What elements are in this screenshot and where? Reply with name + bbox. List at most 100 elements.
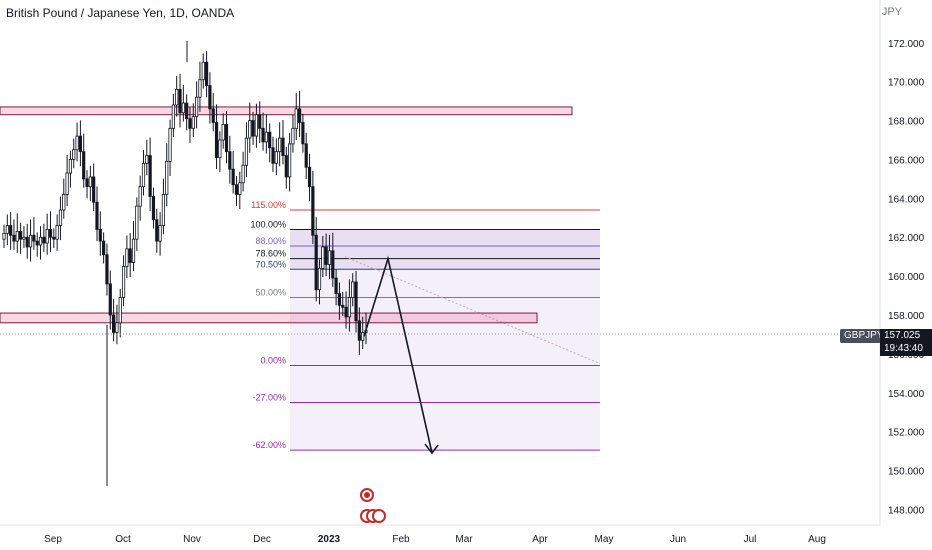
candle-body xyxy=(361,332,365,341)
price-axis-label: 162.000 xyxy=(888,233,925,244)
candle-body xyxy=(261,127,265,143)
candle-body xyxy=(171,104,175,129)
symbol-title[interactable]: British Pound / Japanese Yen, 1D, OANDA xyxy=(6,6,235,20)
candle-body xyxy=(48,229,53,238)
fib-level-label: 70.50% xyxy=(255,259,286,269)
time-axis-label: Sep xyxy=(44,534,62,545)
candle-body xyxy=(175,89,179,106)
candle-body xyxy=(271,147,275,164)
currency-label: JPY xyxy=(881,6,902,18)
candle-body xyxy=(178,89,182,114)
candle-body xyxy=(211,108,215,123)
candle-body xyxy=(108,283,112,316)
fib-level-label: -27.00% xyxy=(252,393,286,403)
price-axis-label: 158.000 xyxy=(888,311,925,322)
candle-body xyxy=(188,118,192,129)
candle-body xyxy=(82,151,86,180)
candle-body xyxy=(22,236,26,240)
candle-body xyxy=(55,225,59,240)
candle-body xyxy=(321,246,325,269)
candle-body xyxy=(58,209,63,226)
candle-body xyxy=(251,120,255,137)
candle-body xyxy=(231,168,235,186)
price-axis-label: 168.000 xyxy=(888,117,925,128)
candle-body xyxy=(244,137,249,166)
candle-body xyxy=(38,236,43,246)
candle-body xyxy=(248,120,252,139)
candle-body xyxy=(344,306,348,318)
candle-body xyxy=(317,267,322,291)
candle-body xyxy=(12,234,16,242)
candle-body xyxy=(314,234,318,291)
candle-body xyxy=(92,176,96,203)
candle-body xyxy=(105,254,109,285)
time-axis-label: Jul xyxy=(744,534,757,545)
time-axis-label: Jun xyxy=(670,534,686,545)
candle-body xyxy=(9,225,13,236)
candle-body xyxy=(68,159,73,174)
candle-body xyxy=(158,225,162,242)
fib-level-label: 50.00% xyxy=(255,288,286,298)
candle-body xyxy=(151,195,156,221)
fib-level-label: 115.00% xyxy=(251,200,286,210)
candle-body xyxy=(111,314,116,333)
candle-body xyxy=(268,131,272,149)
event-flag-icon xyxy=(364,492,370,498)
candle-body xyxy=(198,79,202,98)
candle-body xyxy=(85,178,89,188)
candle-body xyxy=(278,137,282,153)
price-axis-label: 166.000 xyxy=(888,155,925,166)
candle-body xyxy=(52,236,56,240)
time-axis-label: Dec xyxy=(253,534,271,545)
candle-body xyxy=(238,182,242,195)
candle-body xyxy=(35,240,39,246)
candle-body xyxy=(274,151,278,164)
fib-level-label: 78.60% xyxy=(255,249,286,259)
candle-body xyxy=(234,184,239,195)
candle-body xyxy=(347,297,351,318)
candle-body xyxy=(214,122,219,158)
price-axis-label: 152.000 xyxy=(888,428,925,439)
candle-body xyxy=(191,116,195,129)
candle-body xyxy=(128,248,132,263)
candle-body xyxy=(204,61,209,86)
candle-body xyxy=(131,238,136,263)
candle-body xyxy=(25,236,29,248)
projection-arrow xyxy=(363,255,433,454)
candle-body xyxy=(65,172,69,195)
candle-body xyxy=(331,250,335,279)
fib-level-label: -62.00% xyxy=(252,440,286,450)
candle-body xyxy=(78,135,82,153)
candle-body xyxy=(141,162,146,188)
candle-body xyxy=(324,246,328,265)
candle-body xyxy=(221,124,225,141)
time-axis-label: Aug xyxy=(808,534,826,545)
resistance-zone xyxy=(0,106,573,116)
time-axis-label: Mar xyxy=(455,534,473,545)
candle-body xyxy=(42,236,46,244)
candle-body xyxy=(28,234,33,248)
price-axis-label: 148.000 xyxy=(888,505,925,516)
candle-body xyxy=(161,194,166,226)
candle-body xyxy=(2,232,6,240)
candle-body xyxy=(45,229,49,244)
candle-body xyxy=(294,108,298,129)
candle-body xyxy=(15,230,19,242)
candle-body xyxy=(19,230,23,240)
candle-body xyxy=(121,265,126,298)
fib-zone xyxy=(290,229,600,451)
candle-body xyxy=(307,166,312,188)
candle-body xyxy=(304,143,308,168)
candle-body xyxy=(95,201,99,230)
candle-body xyxy=(185,102,189,120)
candle-body xyxy=(258,114,262,129)
candle-body xyxy=(148,155,152,197)
bar-countdown-tag: 19:43:40 xyxy=(880,342,932,356)
candle-body xyxy=(354,281,358,322)
candle-body xyxy=(291,127,295,145)
candle-body xyxy=(118,297,122,324)
price-axis-label: 150.000 xyxy=(888,467,925,478)
candle-body xyxy=(125,248,129,267)
